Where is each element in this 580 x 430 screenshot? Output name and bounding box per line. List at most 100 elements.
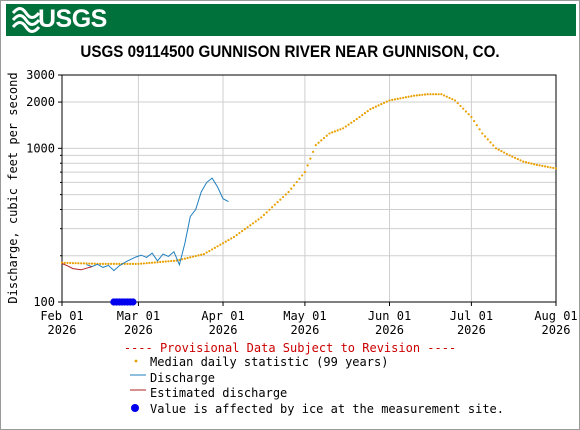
- median-point: [366, 109, 369, 113]
- median-point: [503, 151, 506, 154]
- median-point: [388, 99, 391, 102]
- median-point: [516, 157, 519, 161]
- median-point: [216, 245, 219, 248]
- median-point: [473, 119, 476, 123]
- median-point: [475, 124, 478, 127]
- median-point: [235, 233, 238, 237]
- median-point: [142, 262, 145, 265]
- median-point: [159, 260, 162, 264]
- median-point: [262, 213, 266, 216]
- median-point: [513, 156, 517, 159]
- median-point: [137, 262, 140, 265]
- median-point: [99, 262, 102, 265]
- y-axis-label: Discharge, cubic feet per second: [6, 72, 20, 303]
- usgs-logo-text[interactable]: USGS: [38, 5, 107, 33]
- median-point: [88, 262, 91, 265]
- median-dot-icon: [134, 359, 138, 363]
- median-point: [129, 262, 132, 265]
- median-point: [489, 141, 492, 144]
- discharge-line: [86, 177, 229, 272]
- median-point: [483, 135, 487, 138]
- median-point: [219, 243, 222, 246]
- median-point: [500, 150, 503, 153]
- estimated-line-icon: [130, 389, 146, 391]
- y-tick-label: 100: [33, 295, 55, 309]
- median-point: [140, 262, 143, 265]
- median-point: [213, 246, 216, 249]
- median-point: [382, 101, 386, 104]
- ice-dot-icon: [131, 404, 139, 412]
- grid-lines: [61, 75, 557, 302]
- median-point: [148, 261, 151, 265]
- median-point: [363, 111, 367, 115]
- median-point: [492, 144, 495, 147]
- discharge-line-icon: [130, 374, 146, 376]
- median-point: [358, 115, 361, 119]
- median-point: [467, 113, 470, 116]
- median-point: [303, 171, 307, 174]
- median-point: [434, 93, 438, 96]
- x-tick-label: May 01: [283, 309, 326, 323]
- median-point: [238, 231, 241, 235]
- x-tick-label: Mar 01: [117, 309, 160, 323]
- median-point: [224, 240, 227, 243]
- median-point: [418, 94, 421, 97]
- median-point: [393, 98, 397, 101]
- median-point: [508, 154, 511, 157]
- median-point: [404, 96, 407, 99]
- median-point: [497, 148, 500, 151]
- median-point: [331, 131, 334, 134]
- x-tick-year: 2026: [457, 323, 486, 337]
- median-point: [208, 249, 211, 253]
- median-point: [369, 107, 372, 111]
- median-point: [63, 261, 66, 264]
- median-point: [478, 128, 481, 131]
- median-point: [249, 224, 252, 227]
- median-point: [268, 208, 271, 211]
- median-point: [77, 262, 80, 265]
- median-point: [134, 262, 137, 265]
- median-point: [530, 162, 533, 165]
- median-point: [440, 93, 443, 96]
- legend-label-estimated: Estimated discharge: [150, 386, 288, 400]
- chart-title: USGS 09114500 GUNNISON RIVER NEAR GUNNIS…: [80, 43, 500, 61]
- legend-label-discharge: Discharge: [150, 371, 216, 385]
- estimated-discharge-line: [61, 263, 93, 271]
- median-point: [257, 218, 260, 221]
- median-point: [317, 141, 320, 144]
- median-point: [295, 180, 298, 184]
- median-point: [535, 163, 538, 167]
- median-point: [456, 102, 459, 105]
- median-point: [432, 93, 435, 96]
- median-point: [183, 257, 186, 260]
- median-point: [101, 262, 105, 265]
- median-point: [251, 222, 255, 225]
- median-point: [131, 262, 135, 265]
- median-point: [156, 261, 159, 264]
- median-point: [271, 206, 274, 209]
- x-tick-label: Feb 01: [40, 309, 83, 323]
- median-point: [538, 164, 541, 167]
- median-point: [232, 235, 236, 239]
- median-point: [554, 167, 558, 170]
- median-point: [339, 128, 342, 131]
- median-point: [344, 125, 347, 128]
- median-point: [221, 242, 225, 245]
- ice-marker: [129, 298, 137, 306]
- x-tick-year: 2026: [124, 323, 153, 337]
- median-point: [453, 99, 457, 102]
- median-point: [80, 262, 83, 265]
- median-point: [412, 94, 416, 97]
- median-point: [325, 134, 328, 137]
- header-banner: USGS: [6, 4, 576, 36]
- median-point: [342, 127, 345, 130]
- median-point: [90, 262, 94, 265]
- median-point: [227, 238, 230, 242]
- median-point: [311, 150, 315, 153]
- median-point: [287, 190, 290, 194]
- median-point: [276, 201, 279, 204]
- median-point: [145, 262, 148, 265]
- usgs-logo-icon[interactable]: [12, 7, 40, 33]
